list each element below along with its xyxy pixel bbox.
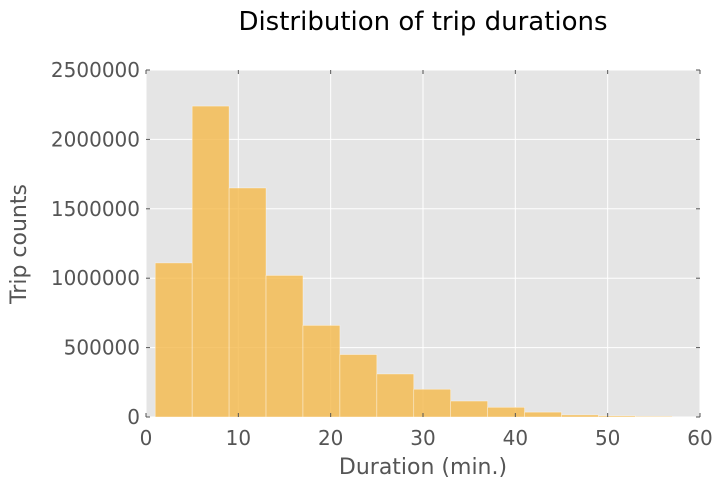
y-tick-label: 1500000 <box>51 197 140 221</box>
x-tick-label: 10 <box>226 426 251 450</box>
histogram-bar <box>450 400 488 418</box>
histogram-bar <box>413 388 451 418</box>
histogram-bar <box>302 325 341 418</box>
histogram-bar <box>487 406 525 418</box>
histogram-bar <box>376 373 415 418</box>
histogram-bar <box>228 187 267 418</box>
y-axis-label: Trip counts <box>7 184 32 305</box>
histogram-bar <box>561 414 599 418</box>
x-axis-label: Duration (min.) <box>339 455 507 480</box>
bars <box>154 105 673 418</box>
histogram-bar <box>598 415 636 418</box>
x-tick-label: 30 <box>410 426 435 450</box>
chart-title: Distribution of trip durations <box>238 7 607 37</box>
y-tick-label: 0 <box>127 405 140 429</box>
histogram-bar <box>154 262 193 418</box>
histogram-bar <box>265 275 304 418</box>
x-tick-label: 20 <box>318 426 343 450</box>
x-tick-label: 50 <box>595 426 620 450</box>
x-tick-label: 60 <box>687 426 712 450</box>
x-tick-label: 40 <box>503 426 528 450</box>
ticks: 0 10 20 30 40 50 60 0 500000 1000000 1500000 200000… <box>51 58 713 450</box>
histogram-bar <box>191 105 230 418</box>
y-tick-label: 500000 <box>64 336 140 360</box>
histogram-bar <box>635 416 673 418</box>
y-tick-label: 2000000 <box>51 127 140 151</box>
x-tick-label: 0 <box>140 426 153 450</box>
y-tick-label: 2500000 <box>51 58 140 82</box>
histogram-bar <box>339 354 378 418</box>
y-tick-label: 1000000 <box>51 266 140 290</box>
histogram-bar <box>524 411 562 418</box>
